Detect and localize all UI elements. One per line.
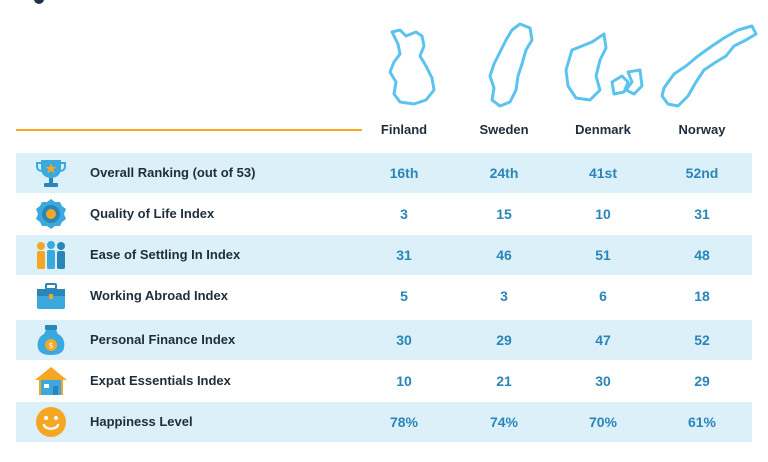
value-denmark: 41st: [588, 165, 618, 181]
column-header-finland: Finland: [380, 122, 428, 137]
briefcase-icon: [34, 279, 68, 313]
table-row-ease-of-settling: Ease of Settling In Index 31 46 51 48: [16, 235, 752, 275]
value-finland: 3: [400, 206, 408, 222]
value-norway: 52nd: [685, 165, 719, 181]
value-sweden: 3: [500, 288, 508, 304]
value-norway: 48: [694, 247, 710, 263]
value-sweden: 24th: [489, 165, 519, 181]
svg-text:$: $: [48, 341, 53, 350]
table-row-personal-finance: $ Personal Finance Index 30 29 47 52: [16, 320, 752, 360]
column-header-denmark: Denmark: [575, 122, 631, 137]
table-row-overall-ranking: Overall Ranking (out of 53) 16th 24th 41…: [16, 153, 752, 193]
value-finland: 5: [400, 288, 408, 304]
smiley-face-icon: [34, 405, 68, 439]
denmark-map-icon: [562, 30, 646, 108]
value-denmark: 6: [599, 288, 607, 304]
row-label: Happiness Level: [90, 414, 193, 429]
value-sweden: 29: [496, 332, 512, 348]
value-finland: 31: [396, 247, 412, 263]
value-norway: 61%: [687, 414, 717, 430]
value-finland: 10: [396, 373, 412, 389]
value-denmark: 47: [595, 332, 611, 348]
money-bag-icon: $: [34, 323, 68, 357]
value-denmark: 70%: [588, 414, 618, 430]
value-sweden: 21: [496, 373, 512, 389]
row-label: Ease of Settling In Index: [90, 247, 241, 262]
table-row-happiness-level: Happiness Level 78% 74% 70% 61%: [16, 402, 752, 442]
row-label: Personal Finance Index: [90, 332, 236, 347]
row-label: Quality of Life Index: [90, 206, 215, 221]
norway-map-icon: [658, 22, 758, 112]
value-finland: 16th: [389, 165, 419, 181]
value-sweden: 46: [496, 247, 512, 263]
value-norway: 31: [694, 206, 710, 222]
finland-map-icon: [386, 26, 438, 106]
column-header-norway: Norway: [678, 122, 726, 137]
table-row-working-abroad: Working Abroad Index 5 3 6 18: [16, 276, 752, 316]
trophy-icon: [34, 156, 68, 190]
value-sweden: 74%: [489, 414, 519, 430]
house-icon: [34, 364, 68, 398]
value-norway: 29: [694, 373, 710, 389]
row-label: Working Abroad Index: [90, 288, 228, 303]
value-sweden: 15: [496, 206, 512, 222]
value-finland: 78%: [389, 414, 419, 430]
sweden-map-icon: [486, 20, 538, 108]
row-label: Overall Ranking (out of 53): [90, 165, 256, 180]
column-header-sweden: Sweden: [479, 122, 529, 137]
value-denmark: 30: [595, 373, 611, 389]
table-row-quality-of-life: Quality of Life Index 3 15 10 31: [16, 194, 752, 234]
award-badge-icon: [34, 197, 68, 231]
value-denmark: 51: [595, 247, 611, 263]
table-row-expat-essentials: Expat Essentials Index 10 21 30 29: [16, 361, 752, 401]
value-norway: 52: [694, 332, 710, 348]
value-finland: 30: [396, 332, 412, 348]
value-norway: 18: [694, 288, 710, 304]
cropped-title-fragment: [34, 0, 44, 4]
orange-divider-line: [16, 129, 362, 131]
people-group-icon: [34, 238, 68, 272]
row-label: Expat Essentials Index: [90, 373, 231, 388]
value-denmark: 10: [595, 206, 611, 222]
